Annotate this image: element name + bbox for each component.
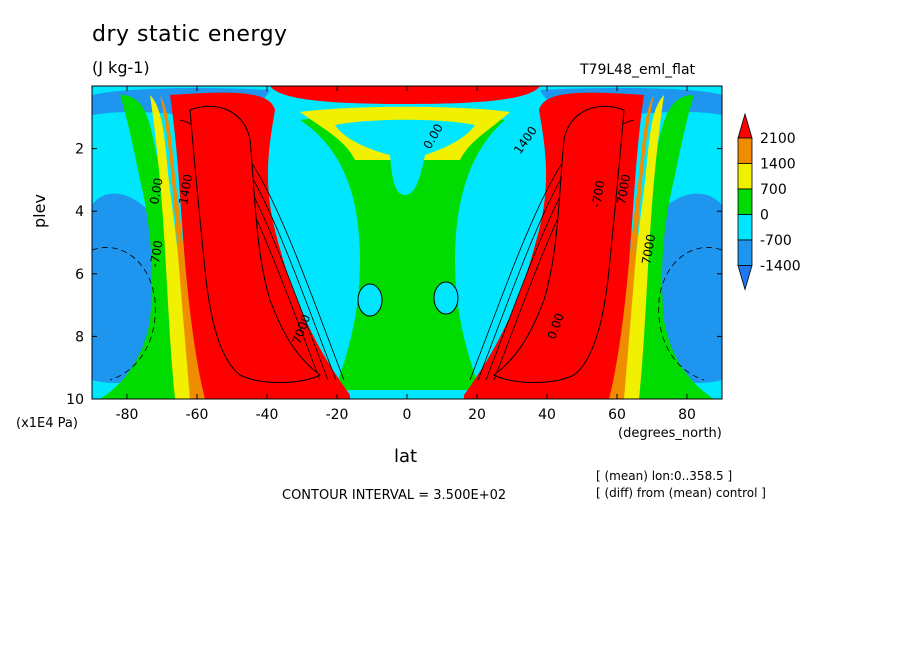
contour-label: 7000 bbox=[614, 173, 633, 206]
field-cyan-center bbox=[335, 119, 475, 195]
filled-contours bbox=[92, 86, 722, 399]
colorbar-segment bbox=[737, 214, 753, 241]
chart-title: dry static energy bbox=[92, 22, 288, 47]
field-red-core-left bbox=[189, 105, 321, 383]
mean-note: [ (mean) lon:0..358.5 ] bbox=[596, 469, 733, 483]
y-tick-label: 10 bbox=[66, 392, 84, 408]
field-green-center bbox=[300, 117, 505, 391]
x-tick-label: 0 bbox=[403, 407, 412, 423]
contour-label: 1400 bbox=[176, 173, 195, 206]
colorbar-label: -700 bbox=[760, 233, 792, 249]
contour-label: -700 bbox=[589, 179, 608, 208]
field-yellow-right bbox=[599, 95, 664, 399]
axis-ticks: -80 -60 -40 -20 0 20 40 60 80 2 4 6 8 10 bbox=[66, 86, 722, 423]
x-tick-label: -80 bbox=[116, 407, 139, 423]
x-tick-label: 60 bbox=[608, 407, 626, 423]
colorbar-segment bbox=[737, 239, 753, 266]
contour-label: -700 bbox=[147, 239, 166, 268]
field-green-right bbox=[602, 95, 714, 399]
contour-interval: CONTOUR INTERVAL = 3.500E+02 bbox=[282, 488, 507, 503]
chart-units: (J kg-1) bbox=[92, 58, 150, 77]
x-tick-label: 80 bbox=[678, 407, 696, 423]
y-tick-label: 4 bbox=[75, 204, 84, 220]
x-axis-units: (degrees_north) bbox=[618, 426, 722, 441]
colorbar-label: 2100 bbox=[760, 131, 796, 147]
colorbar-segment bbox=[737, 163, 753, 190]
x-tick-label: -20 bbox=[326, 407, 349, 423]
y-axis-units: (x1E4 Pa) bbox=[16, 416, 78, 431]
contour-label: 7000 bbox=[639, 233, 658, 266]
contour-label: 0.00 bbox=[147, 177, 165, 206]
colorbar-label: 700 bbox=[760, 182, 787, 198]
field-cyan-blob-left bbox=[357, 283, 383, 317]
y-tick-label: 6 bbox=[75, 267, 84, 283]
field-red-core-right bbox=[493, 105, 625, 383]
x-tick-label: -60 bbox=[186, 407, 209, 423]
y-tick-label: 2 bbox=[75, 142, 84, 158]
field-cyan-blob-right bbox=[433, 281, 459, 315]
field-yellow-left bbox=[150, 95, 215, 399]
colorbar-label: 1400 bbox=[760, 157, 796, 173]
diff-note: [ (diff) from (mean) control ] bbox=[596, 486, 766, 500]
colorbar-label: -1400 bbox=[760, 259, 801, 275]
run-name: T79L48_eml_flat bbox=[580, 62, 696, 78]
colorbar-segment bbox=[737, 137, 753, 164]
field-orange-right bbox=[599, 95, 654, 399]
colorbar-label: 0 bbox=[760, 208, 769, 224]
x-tick-label: 40 bbox=[538, 407, 556, 423]
x-tick-label: -40 bbox=[256, 407, 279, 423]
colorbar: 2100 1400 700 0 -700 -1400 bbox=[737, 112, 801, 291]
y-tick-label: 8 bbox=[75, 329, 84, 345]
colorbar-segment bbox=[737, 188, 753, 215]
field-orange-left bbox=[160, 95, 215, 399]
colorbar-bottom-arrow bbox=[737, 265, 753, 291]
colorbar-top-arrow bbox=[737, 112, 753, 139]
field-green-left bbox=[100, 95, 210, 399]
x-axis-label: lat bbox=[394, 446, 418, 467]
x-tick-label: 20 bbox=[468, 407, 486, 423]
